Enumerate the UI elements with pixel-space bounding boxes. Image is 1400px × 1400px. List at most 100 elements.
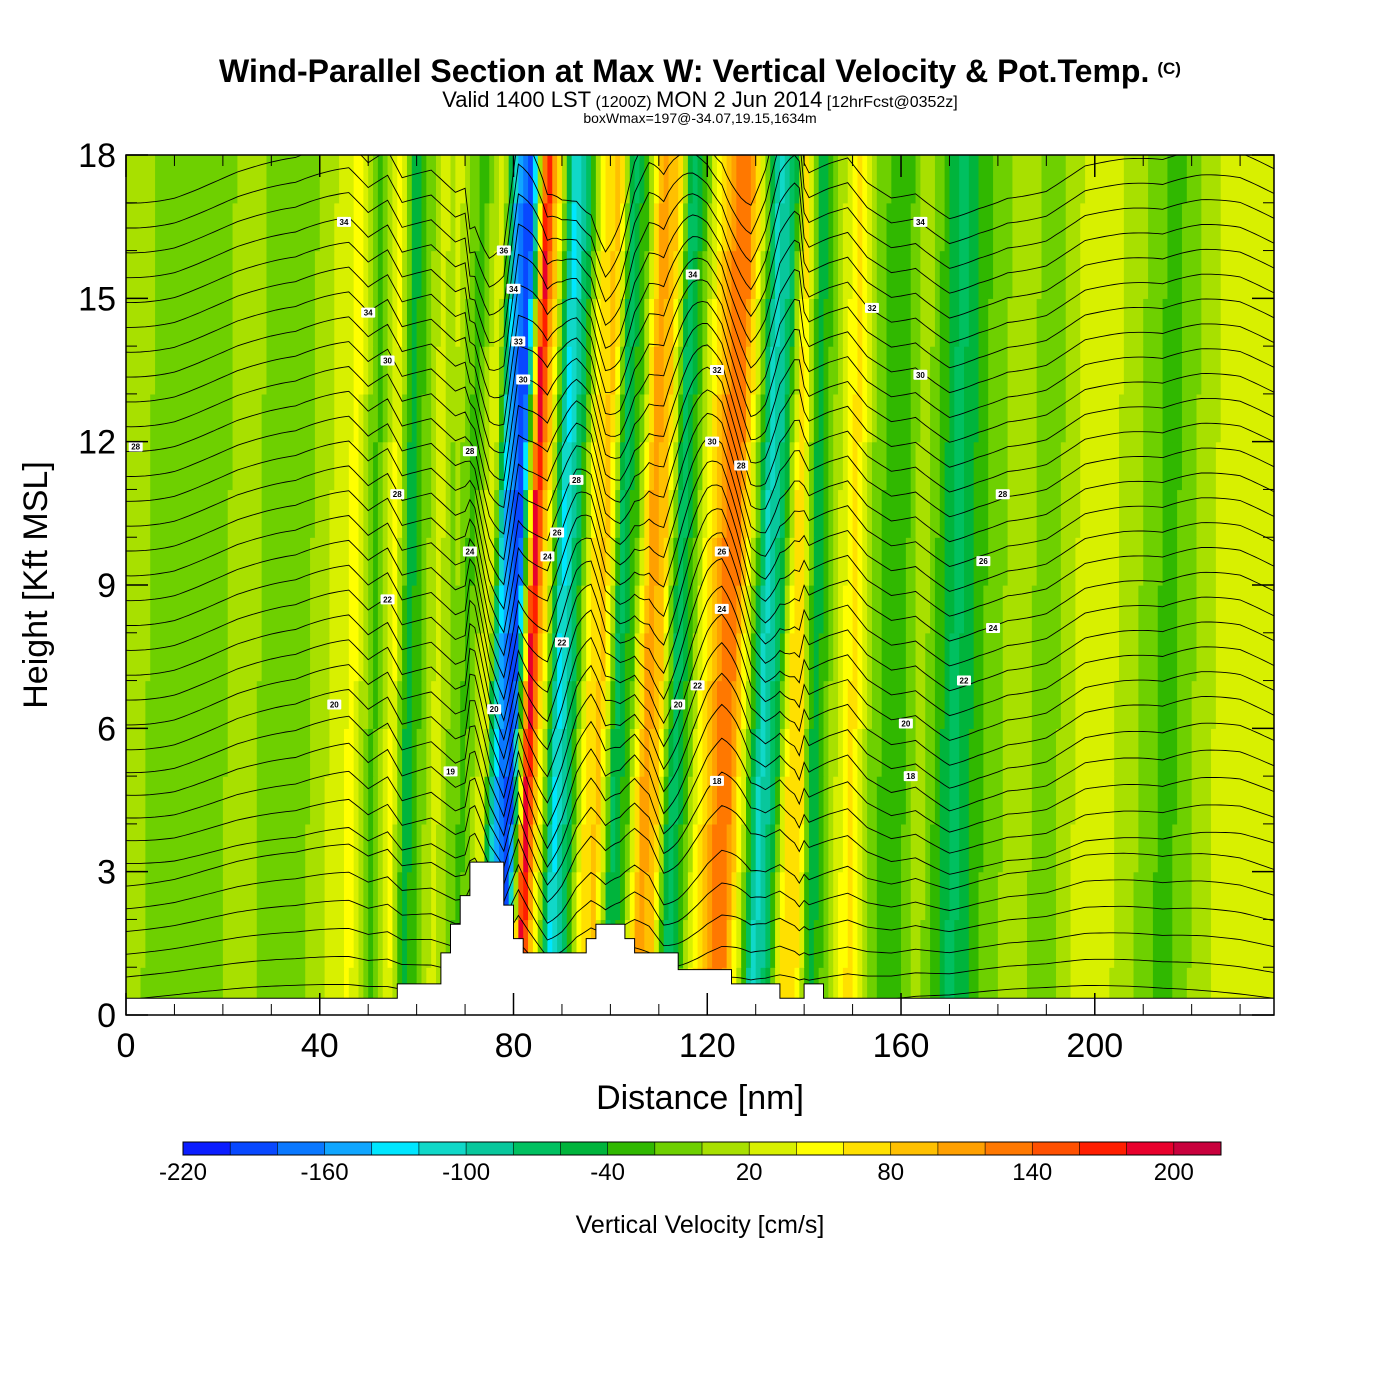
- velocity-cell: [963, 967, 970, 1015]
- velocity-cell: [779, 537, 786, 586]
- velocity-cell: [867, 298, 873, 347]
- velocity-cell: [1206, 441, 1212, 491]
- isentrope-line: [126, 804, 1274, 904]
- velocity-cell: [1075, 537, 1081, 586]
- velocity-cell: [1128, 346, 1135, 395]
- velocity-cell: [925, 967, 931, 1015]
- velocity-cell: [629, 823, 636, 873]
- velocity-cell: [934, 155, 941, 204]
- velocity-cell: [426, 871, 432, 921]
- velocity-cell: [465, 632, 471, 682]
- velocity-cell: [1060, 202, 1067, 252]
- isentrope-label: 34: [506, 283, 521, 294]
- velocity-cell: [750, 632, 757, 682]
- velocity-cell: [266, 967, 272, 1015]
- velocity-cell: [857, 680, 863, 729]
- velocity-cell: [1133, 537, 1139, 586]
- colorbar-label: 20: [736, 1159, 763, 1186]
- isentrope-label: 28: [995, 489, 1010, 500]
- velocity-cell: [1235, 728, 1241, 777]
- velocity-cell: [615, 298, 621, 347]
- velocity-cell: [1230, 537, 1236, 586]
- velocity-cell: [741, 632, 747, 682]
- velocity-cell: [126, 346, 132, 395]
- velocity-cell: [247, 823, 253, 873]
- velocity-cell: [271, 680, 277, 729]
- velocity-cell: [731, 298, 737, 347]
- velocity-cell: [668, 537, 674, 586]
- velocity-cell: [1099, 202, 1106, 252]
- velocity-cell: [281, 967, 287, 1015]
- velocity-cell: [1080, 871, 1086, 921]
- velocity-cell: [1070, 728, 1076, 777]
- velocity-cell: [1007, 537, 1014, 586]
- velocity-cell: [537, 871, 544, 921]
- velocity-cell: [697, 919, 704, 968]
- velocity-cell: [314, 632, 321, 682]
- velocity-cell: [920, 776, 926, 825]
- velocity-cell: [1244, 346, 1251, 395]
- velocity-cell: [697, 393, 704, 443]
- velocity-cell: [993, 250, 999, 299]
- velocity-cell: [1143, 393, 1149, 443]
- velocity-cell: [1148, 393, 1154, 443]
- velocity-cell: [901, 202, 907, 252]
- velocity-cell: [1036, 967, 1043, 1015]
- velocity-cell: [203, 776, 209, 825]
- velocity-cell: [159, 632, 166, 682]
- velocity-cell: [310, 728, 316, 777]
- velocity-cell: [1002, 537, 1009, 586]
- velocity-cell: [1051, 776, 1057, 825]
- velocity-cell: [305, 489, 311, 538]
- velocity-cell: [256, 680, 263, 729]
- velocity-cell: [794, 632, 800, 682]
- velocity-cell: [707, 585, 713, 634]
- velocity-cell: [251, 967, 258, 1015]
- velocity-cell: [1060, 919, 1067, 968]
- velocity-cell: [348, 441, 355, 491]
- velocity-cell: [1031, 919, 1038, 968]
- velocity-cell: [1031, 776, 1038, 825]
- velocity-cell: [765, 202, 771, 252]
- velocity-cell: [741, 728, 747, 777]
- velocity-cell: [891, 393, 897, 443]
- velocity-cell: [1177, 632, 1183, 682]
- velocity-cell: [1177, 393, 1183, 443]
- velocity-cell: [881, 823, 888, 873]
- velocity-cell: [503, 155, 510, 204]
- velocity-cell: [736, 776, 742, 825]
- velocity-cell: [847, 489, 854, 538]
- velocity-cell: [639, 728, 645, 777]
- velocity-cell: [319, 728, 326, 777]
- velocity-cell: [804, 823, 810, 873]
- velocity-cell: [368, 919, 374, 968]
- velocity-cell: [1191, 202, 1198, 252]
- velocity-cell: [1206, 585, 1212, 634]
- velocity-cell: [775, 632, 781, 682]
- velocity-cell: [353, 537, 360, 586]
- velocity-cell: [557, 441, 563, 491]
- velocity-cell: [557, 871, 563, 921]
- velocity-cell: [760, 441, 766, 491]
- velocity-cell: [1056, 489, 1062, 538]
- velocity-cell: [271, 393, 277, 443]
- velocity-cell: [857, 346, 863, 395]
- velocity-cell: [1249, 919, 1256, 968]
- velocity-cell: [392, 632, 398, 682]
- velocity-cell: [203, 250, 209, 299]
- velocity-cell: [445, 776, 452, 825]
- velocity-cell: [1157, 489, 1164, 538]
- velocity-cell: [518, 346, 524, 395]
- velocity-cell: [1046, 250, 1052, 299]
- velocity-cell: [1254, 537, 1261, 586]
- velocity-cell: [411, 632, 418, 682]
- velocity-cell: [426, 250, 432, 299]
- velocity-cell: [1177, 680, 1183, 729]
- velocity-cell: [746, 393, 752, 443]
- velocity-cell: [1114, 823, 1120, 873]
- isentrope-label: 20: [898, 718, 913, 729]
- velocity-cell: [760, 728, 766, 777]
- x-tick-label: 120: [679, 1027, 736, 1065]
- velocity-cell: [532, 537, 539, 586]
- velocity-cell: [440, 155, 447, 204]
